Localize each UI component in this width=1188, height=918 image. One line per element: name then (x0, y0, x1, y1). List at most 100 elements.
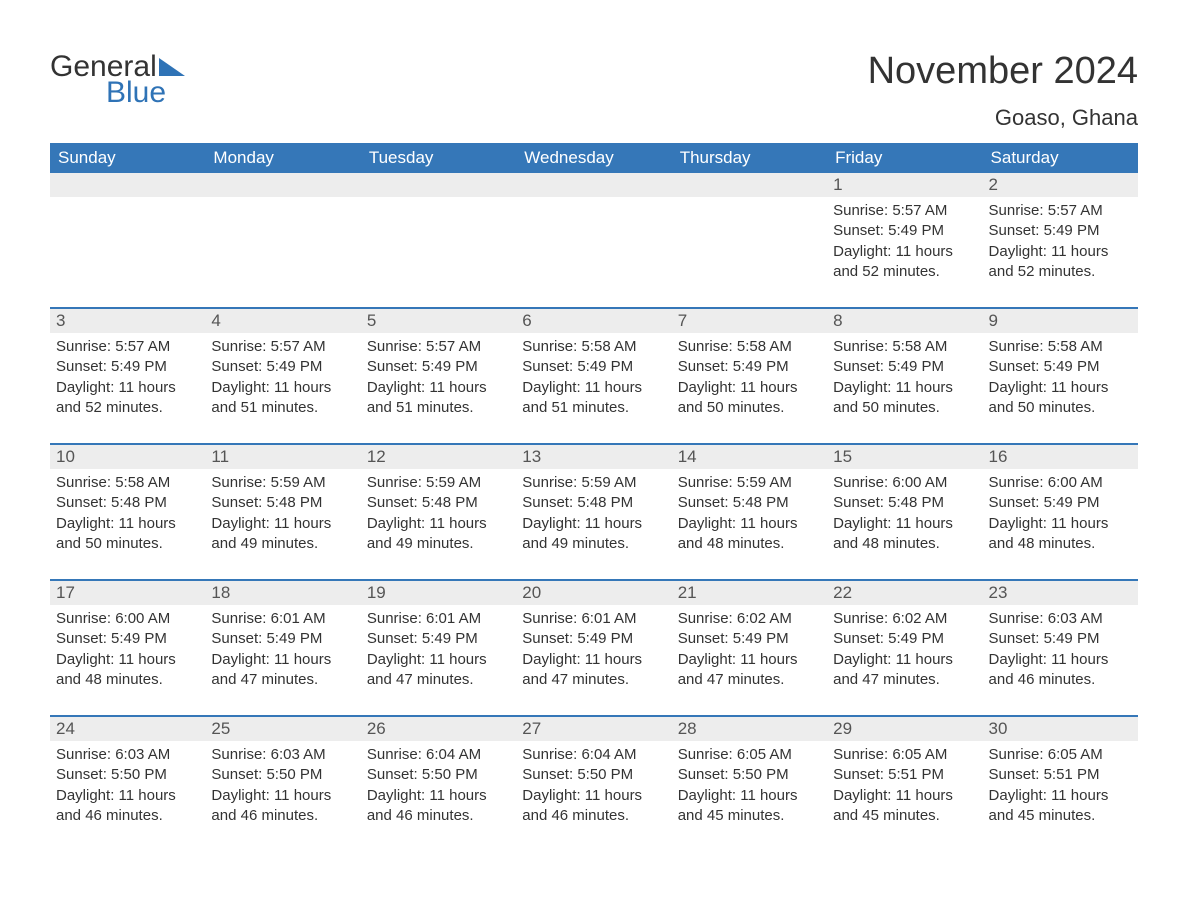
sunset-label: Sunset: (522, 494, 573, 511)
sunset-value: 5:48 PM (111, 494, 167, 511)
sunrise-line: Sunrise: 6:04 AM (522, 745, 665, 765)
day-cell: 2Sunrise: 5:57 AMSunset: 5:49 PMDaylight… (983, 173, 1138, 293)
daylight-label: Daylight: (989, 243, 1047, 260)
sunrise-label: Sunrise: (211, 474, 266, 491)
daylight-line: Daylight: 11 hours and 52 minutes. (989, 242, 1132, 283)
daylight-label: Daylight: (522, 379, 580, 396)
sunrise-line: Sunrise: 5:57 AM (989, 201, 1132, 221)
day-number: 1 (827, 173, 982, 197)
daylight-line: Daylight: 11 hours and 49 minutes. (211, 514, 354, 555)
day-body: Sunrise: 6:00 AMSunset: 5:48 PMDaylight:… (827, 469, 982, 558)
daylight-line: Daylight: 11 hours and 50 minutes. (833, 378, 976, 419)
day-number: 25 (205, 717, 360, 741)
day-body: Sunrise: 6:04 AMSunset: 5:50 PMDaylight:… (361, 741, 516, 830)
daylight-line: Daylight: 11 hours and 49 minutes. (367, 514, 510, 555)
sunset-value: 5:49 PM (1044, 358, 1100, 375)
sunrise-value: 6:03 AM (271, 746, 326, 763)
daylight-line: Daylight: 11 hours and 45 minutes. (678, 786, 821, 827)
daylight-line: Daylight: 11 hours and 45 minutes. (989, 786, 1132, 827)
sunrise-line: Sunrise: 5:58 AM (833, 337, 976, 357)
day-cell: 16Sunrise: 6:00 AMSunset: 5:49 PMDayligh… (983, 445, 1138, 565)
sunset-value: 5:49 PM (1044, 494, 1100, 511)
daylight-label: Daylight: (367, 515, 425, 532)
day-header: Monday (205, 143, 360, 173)
day-body: Sunrise: 6:03 AMSunset: 5:50 PMDaylight:… (205, 741, 360, 830)
sunrise-line: Sunrise: 5:57 AM (56, 337, 199, 357)
daylight-line: Daylight: 11 hours and 48 minutes. (833, 514, 976, 555)
sunrise-value: 6:04 AM (426, 746, 481, 763)
weeks-container: 1Sunrise: 5:57 AMSunset: 5:49 PMDaylight… (50, 173, 1138, 837)
sunset-line: Sunset: 5:49 PM (989, 357, 1132, 377)
sunset-line: Sunset: 5:50 PM (678, 765, 821, 785)
day-number: 19 (361, 581, 516, 605)
sunset-label: Sunset: (367, 766, 418, 783)
daylight-label: Daylight: (367, 651, 425, 668)
daylight-line: Daylight: 11 hours and 46 minutes. (56, 786, 199, 827)
empty-day-bar (516, 173, 671, 197)
sunset-line: Sunset: 5:49 PM (989, 493, 1132, 513)
day-header: Thursday (672, 143, 827, 173)
empty-day-cell (516, 173, 671, 293)
sunset-line: Sunset: 5:49 PM (833, 357, 976, 377)
sunset-label: Sunset: (989, 766, 1040, 783)
sunrise-line: Sunrise: 5:59 AM (678, 473, 821, 493)
sunset-label: Sunset: (989, 222, 1040, 239)
day-body: Sunrise: 5:58 AMSunset: 5:48 PMDaylight:… (50, 469, 205, 558)
day-header-row: SundayMondayTuesdayWednesdayThursdayFrid… (50, 143, 1138, 173)
sunrise-value: 6:00 AM (1048, 474, 1103, 491)
sunrise-value: 6:02 AM (892, 610, 947, 627)
day-body: Sunrise: 6:01 AMSunset: 5:49 PMDaylight:… (516, 605, 671, 694)
day-cell: 30Sunrise: 6:05 AMSunset: 5:51 PMDayligh… (983, 717, 1138, 837)
sunrise-value: 5:58 AM (737, 338, 792, 355)
sunrise-line: Sunrise: 5:59 AM (367, 473, 510, 493)
sunrise-value: 6:05 AM (737, 746, 792, 763)
empty-day-cell (361, 173, 516, 293)
sunset-label: Sunset: (678, 494, 729, 511)
sunset-label: Sunset: (678, 766, 729, 783)
sunset-value: 5:49 PM (266, 358, 322, 375)
daylight-label: Daylight: (522, 651, 580, 668)
sunset-label: Sunset: (989, 358, 1040, 375)
day-body: Sunrise: 5:59 AMSunset: 5:48 PMDaylight:… (672, 469, 827, 558)
day-number: 9 (983, 309, 1138, 333)
daylight-line: Daylight: 11 hours and 47 minutes. (522, 650, 665, 691)
sunset-label: Sunset: (833, 358, 884, 375)
sunrise-label: Sunrise: (56, 338, 111, 355)
sunset-label: Sunset: (56, 766, 107, 783)
sunrise-label: Sunrise: (367, 746, 422, 763)
sunset-value: 5:50 PM (266, 766, 322, 783)
day-cell: 27Sunrise: 6:04 AMSunset: 5:50 PMDayligh… (516, 717, 671, 837)
sunrise-line: Sunrise: 6:05 AM (833, 745, 976, 765)
daylight-label: Daylight: (833, 515, 891, 532)
day-body: Sunrise: 5:57 AMSunset: 5:49 PMDaylight:… (983, 197, 1138, 286)
day-number: 18 (205, 581, 360, 605)
daylight-line: Daylight: 11 hours and 47 minutes. (211, 650, 354, 691)
sunset-value: 5:49 PM (888, 358, 944, 375)
daylight-line: Daylight: 11 hours and 45 minutes. (833, 786, 976, 827)
day-cell: 21Sunrise: 6:02 AMSunset: 5:49 PMDayligh… (672, 581, 827, 701)
sunset-value: 5:49 PM (422, 630, 478, 647)
sunrise-value: 6:05 AM (892, 746, 947, 763)
sunrise-line: Sunrise: 6:01 AM (367, 609, 510, 629)
sunrise-value: 5:58 AM (1048, 338, 1103, 355)
sunset-value: 5:48 PM (422, 494, 478, 511)
sunrise-value: 5:58 AM (115, 474, 170, 491)
sunset-line: Sunset: 5:50 PM (522, 765, 665, 785)
sunrise-line: Sunrise: 6:05 AM (989, 745, 1132, 765)
day-number: 2 (983, 173, 1138, 197)
daylight-label: Daylight: (989, 787, 1047, 804)
sunrise-value: 5:57 AM (426, 338, 481, 355)
sunset-line: Sunset: 5:49 PM (56, 357, 199, 377)
daylight-label: Daylight: (678, 787, 736, 804)
daylight-label: Daylight: (211, 379, 269, 396)
sunrise-line: Sunrise: 5:59 AM (211, 473, 354, 493)
day-body: Sunrise: 6:01 AMSunset: 5:49 PMDaylight:… (205, 605, 360, 694)
sunset-value: 5:49 PM (888, 630, 944, 647)
sunset-label: Sunset: (678, 358, 729, 375)
day-body: Sunrise: 6:02 AMSunset: 5:49 PMDaylight:… (827, 605, 982, 694)
day-header: Sunday (50, 143, 205, 173)
sunset-line: Sunset: 5:49 PM (833, 221, 976, 241)
daylight-label: Daylight: (833, 787, 891, 804)
sunset-line: Sunset: 5:49 PM (678, 357, 821, 377)
day-body: Sunrise: 5:57 AMSunset: 5:49 PMDaylight:… (827, 197, 982, 286)
